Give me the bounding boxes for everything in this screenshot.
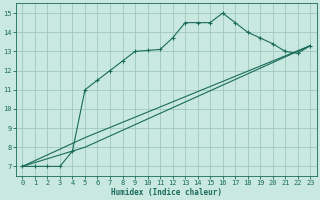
X-axis label: Humidex (Indice chaleur): Humidex (Indice chaleur) (111, 188, 222, 197)
